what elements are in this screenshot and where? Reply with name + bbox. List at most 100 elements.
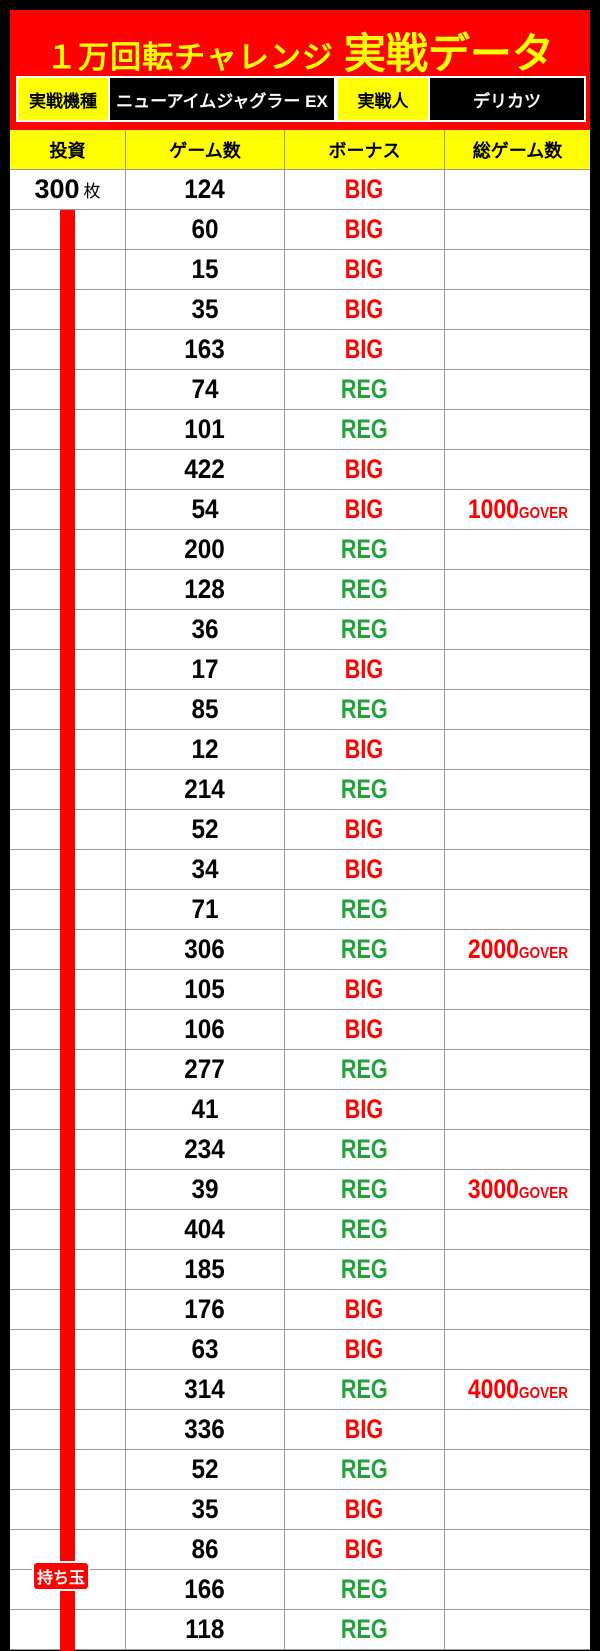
- games-cell: 314: [126, 1370, 285, 1409]
- total-games-cell: [445, 1010, 590, 1049]
- bonus-cell: REG: [285, 370, 445, 409]
- investment-cell: [10, 1210, 126, 1249]
- total-games-suffix: GOVER: [518, 945, 568, 962]
- total-games-marker: 4000GOVER: [467, 1374, 567, 1405]
- bonus-cell: BIG: [285, 970, 445, 1009]
- investment-cell: [10, 1290, 126, 1329]
- games-value: 86: [191, 1534, 219, 1564]
- games-cell: 185: [126, 1250, 285, 1289]
- total-games-cell: [445, 290, 590, 329]
- games-value: 60: [191, 214, 219, 244]
- total-games-cell: [445, 530, 590, 569]
- games-value: 36: [191, 614, 219, 644]
- bonus-cell: BIG: [285, 1490, 445, 1529]
- games-value: 52: [191, 1454, 219, 1484]
- table-row: 105 BIG: [10, 970, 590, 1010]
- total-games-cell: [445, 1610, 590, 1649]
- total-games-cell: [445, 450, 590, 489]
- investment-cell: [10, 1330, 126, 1369]
- investment-cell: [10, 330, 126, 369]
- games-value: 128: [184, 574, 226, 604]
- investment-cell: [10, 490, 126, 529]
- games-cell: 176: [126, 1290, 285, 1329]
- games-value: 306: [184, 934, 226, 964]
- games-value: 185: [184, 1254, 226, 1284]
- bonus-cell: BIG: [285, 1330, 445, 1369]
- table-row: 39 REG 3000GOVER: [10, 1170, 590, 1210]
- investment-cell: [10, 530, 126, 569]
- table-row: 336 BIG: [10, 1410, 590, 1450]
- games-cell: 34: [126, 850, 285, 889]
- investment-cell: [10, 1490, 126, 1529]
- bonus-cell: REG: [285, 530, 445, 569]
- table-row: 300 枚 124 BIG: [10, 170, 590, 210]
- games-value: 166: [184, 1574, 226, 1604]
- bonus-reg: REG: [341, 1374, 388, 1404]
- bonus-cell: BIG: [285, 1010, 445, 1049]
- bonus-cell: BIG: [285, 810, 445, 849]
- bonus-cell: REG: [285, 690, 445, 729]
- investment-cell: [10, 1370, 126, 1409]
- column-header-total-games: 総ゲーム数: [472, 140, 563, 161]
- games-value: 39: [191, 1174, 219, 1204]
- table-row: 101 REG: [10, 410, 590, 450]
- total-games-cell: [445, 610, 590, 649]
- bonus-big: BIG: [345, 1414, 384, 1444]
- bonus-cell: REG: [285, 1130, 445, 1169]
- total-games-suffix: GOVER: [518, 505, 568, 522]
- games-cell: 36: [126, 610, 285, 649]
- investment-cell: [10, 1130, 126, 1169]
- investment-cell: [10, 610, 126, 649]
- column-header-bonus: ボーナス: [285, 130, 445, 169]
- bonus-big: BIG: [345, 1014, 384, 1044]
- bonus-big: BIG: [345, 214, 384, 244]
- total-games-cell: [445, 410, 590, 449]
- bonus-reg: REG: [341, 574, 388, 604]
- bonus-reg: REG: [341, 1054, 388, 1084]
- total-games-cell: 4000GOVER: [445, 1370, 590, 1409]
- machine-info: 実戦機種 ニューアイムジャグラー EX: [16, 76, 336, 122]
- games-value: 314: [184, 1374, 226, 1404]
- investment-cell: [10, 1410, 126, 1449]
- investment-cell: [10, 370, 126, 409]
- bonus-reg: REG: [341, 1174, 388, 1204]
- bonus-cell: REG: [285, 1250, 445, 1289]
- bonus-cell: BIG: [285, 1290, 445, 1329]
- games-cell: 163: [126, 330, 285, 369]
- table-header: 投資 ゲーム数 ボーナス 総ゲーム数: [10, 130, 590, 170]
- investment-cell: [10, 770, 126, 809]
- total-games-marker: 1000GOVER: [467, 494, 567, 525]
- total-games-cell: [445, 1090, 590, 1129]
- total-games-value: 4000: [467, 1374, 519, 1404]
- bonus-cell: REG: [285, 1610, 445, 1649]
- games-cell: 71: [126, 890, 285, 929]
- bonus-reg: REG: [341, 934, 388, 964]
- bonus-big: BIG: [345, 1334, 384, 1364]
- games-cell: 166: [126, 1570, 285, 1609]
- bonus-big: BIG: [345, 814, 384, 844]
- games-value: 422: [184, 454, 226, 484]
- total-games-cell: [445, 370, 590, 409]
- bonus-reg: REG: [341, 1214, 388, 1244]
- total-games-cell: [445, 570, 590, 609]
- total-games-cell: 3000GOVER: [445, 1170, 590, 1209]
- games-cell: 277: [126, 1050, 285, 1089]
- table-row: 36 REG: [10, 610, 590, 650]
- table-row: 71 REG: [10, 890, 590, 930]
- bonus-big: BIG: [345, 974, 384, 1004]
- table-row: 422 BIG: [10, 450, 590, 490]
- bonus-cell: BIG: [285, 290, 445, 329]
- bonus-reg: REG: [341, 774, 388, 804]
- games-value: 12: [191, 734, 219, 764]
- total-games-cell: [445, 970, 590, 1009]
- total-games-cell: [445, 850, 590, 889]
- bonus-reg: REG: [341, 614, 388, 644]
- bonus-big: BIG: [345, 454, 384, 484]
- bonus-big: BIG: [345, 654, 384, 684]
- investment-cell: [10, 1450, 126, 1489]
- header-banner: １万回転チャレンジ 実戦データ 実戦機種 ニューアイムジャグラー EX 実戦人 デ…: [10, 10, 590, 130]
- column-header-games: ゲーム数: [126, 130, 285, 169]
- games-value: 41: [191, 1094, 219, 1124]
- table-row: 54 BIG 1000GOVER: [10, 490, 590, 530]
- bonus-cell: REG: [285, 1570, 445, 1609]
